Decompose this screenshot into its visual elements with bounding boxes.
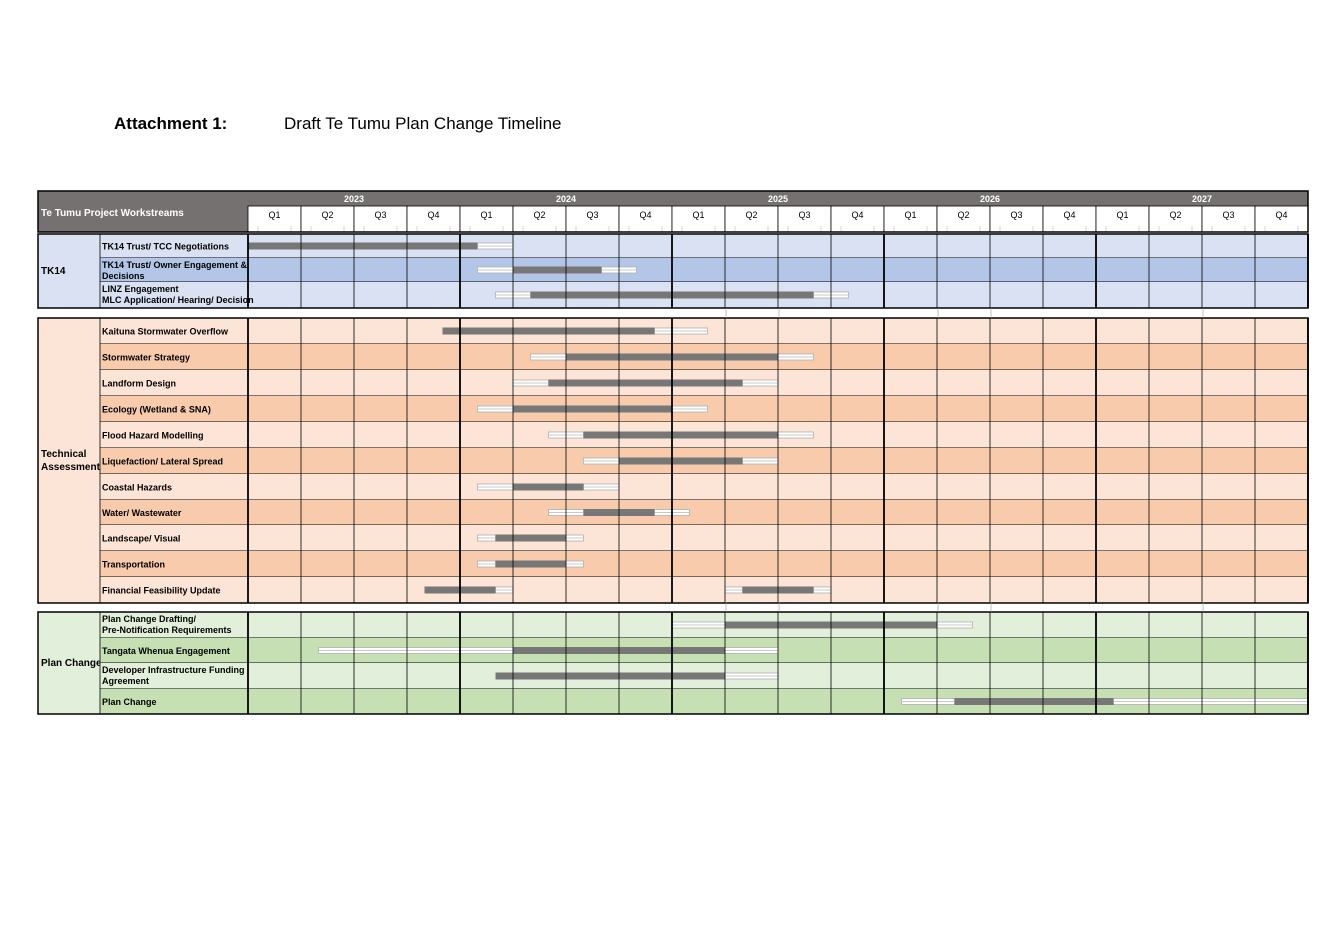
task-label-developer-infrastructure-funding-agreement: Developer Infrastructure Funding [102,665,245,675]
quarter-header-cell [777,205,832,233]
task-label-tk14-trust-owner-engagement-decisions: TK14 Trust/ Owner Engagement & [102,260,248,270]
group-border-tk14 [37,233,1309,309]
task-label-plan-change-drafting-pre-notification-requirements: Pre-Notification Requirements [102,625,232,635]
group-name-technical-assessments: Assessments [41,462,106,473]
quarter-header-2024-q3: Q3 [586,210,598,220]
task-label-plan-change-drafting-pre-notification-requirements: Plan Change Drafting/ [102,614,197,624]
task-row-bg [100,525,1308,551]
task-bar-liquefaction-lateral-spread [619,457,743,465]
header-border [37,190,1309,233]
task-bar-coastal-hazards [513,483,584,491]
quarter-header-cell [459,205,514,233]
year-header-cell [672,191,884,206]
attachment-label: Attachment 1: [114,114,228,133]
task-bar-landform-design [548,379,743,387]
task-bar-developer-infrastructure-funding-agreement [495,672,725,680]
header-corner-cell [38,191,248,232]
document-title: Draft Te Tumu Plan Change Timeline [284,114,562,133]
quarter-header-2025-q4: Q4 [851,210,863,220]
task-label-developer-infrastructure-funding-agreement: Agreement [102,676,149,686]
quarter-header-cell [1042,205,1097,233]
quarter-header-cell [565,205,620,233]
quarter-header-cell [936,205,991,233]
task-label-transportation: Transportation [102,560,165,570]
task-label-financial-feasibility-update: Financial Feasibility Update [102,586,221,596]
quarter-header-cell [247,205,302,233]
quarter-header-2027-q3: Q3 [1222,210,1234,220]
quarter-header-cell [300,205,355,233]
group-border-plan-change [37,611,1309,715]
quarter-header-2024-q1: Q1 [480,210,492,220]
quarter-header-cell [671,205,726,233]
task-label-landscape-visual: Landscape/ Visual [102,534,180,544]
task-label-water-wastewater: Water/ Wastewater [102,508,182,518]
year-header-cell [248,191,460,206]
task-bar-tk14-trust-tcc-negotiations [248,242,478,250]
year-header-cell [884,191,1096,206]
task-label-linz-engagement-mlc-application-hearing-decision: LINZ Engagement [102,284,179,294]
quarter-header-2026-q4: Q4 [1063,210,1075,220]
quarter-header-2023-q3: Q3 [374,210,386,220]
task-label-liquefaction-lateral-spread: Liquefaction/ Lateral Spread [102,457,223,467]
group-name-tk14: TK14 [41,266,66,277]
task-row-bg [100,474,1308,500]
task-row-bg [100,258,1308,282]
task-label-tk14-trust-tcc-negotiations: TK14 Trust/ TCC Negotiations [102,242,229,252]
task-row-bg [100,500,1308,525]
quarter-header-2025-q2: Q2 [745,210,757,220]
group-label-cell-plan-change [38,612,100,714]
quarter-header-2026-q3: Q3 [1010,210,1022,220]
quarter-header-2027-q2: Q2 [1169,210,1181,220]
year-header-2025: 2025 [768,194,788,204]
task-label-flood-hazard-modelling: Flood Hazard Modelling [102,431,204,441]
group-name-plan-change: Plan Change [41,658,102,669]
task-row-bg [100,577,1308,603]
task-bar-transportation [495,560,566,568]
task-label-coastal-hazards: Coastal Hazards [102,483,172,493]
task-label-plan-change: Plan Change [102,697,157,707]
task-bar-kaituna-stormwater-overflow [442,327,655,335]
group-border-technical-assessments [37,317,1309,604]
task-bar-flood-hazard-modelling [583,431,778,439]
header-corner-label: Te Tumu Project Workstreams [41,208,184,219]
group-label-cell-tk14 [38,234,100,308]
task-bar-ecology-wetland-sna- [513,405,672,413]
quarter-header-cell [830,205,885,233]
task-bar-tk14-trust-owner-engagement-decisions [513,266,602,274]
quarter-header-2023-q2: Q2 [321,210,333,220]
quarter-header-cell [883,205,938,233]
task-label-linz-engagement-mlc-application-hearing-decision: MLC Application/ Hearing/ Decision [102,295,254,305]
year-header-2027: 2027 [1192,194,1212,204]
quarter-header-2026-q1: Q1 [904,210,916,220]
quarter-header-2023-q1: Q1 [268,210,280,220]
quarter-header-2027-q1: Q1 [1116,210,1128,220]
task-label-ecology-wetland-sna-: Ecology (Wetland & SNA) [102,405,211,415]
task-label-kaituna-stormwater-overflow: Kaituna Stormwater Overflow [102,327,229,337]
task-label-tk14-trust-owner-engagement-decisions: Decisions [102,271,145,281]
task-row-bg [100,551,1308,577]
quarter-header-2023-q4: Q4 [427,210,439,220]
quarter-header-2027-q4: Q4 [1275,210,1287,220]
group-name-technical-assessments: Technical [41,449,87,460]
year-header-cell [1096,191,1308,206]
year-header-cell [460,191,672,206]
task-bar-landscape-visual [495,534,566,542]
quarter-header-cell [1148,205,1203,233]
year-header-2024: 2024 [556,194,576,204]
quarter-header-cell [989,205,1044,233]
task-label-landform-design: Landform Design [102,379,176,389]
group-label-cell-technical-assessments [38,318,100,603]
quarter-header-2025-q1: Q1 [692,210,704,220]
task-label-stormwater-strategy: Stormwater Strategy [102,353,190,363]
quarter-header-2024-q2: Q2 [533,210,545,220]
quarter-header-2025-q3: Q3 [798,210,810,220]
quarter-header-2026-q2: Q2 [957,210,969,220]
task-bar-plan-change [954,698,1114,705]
quarter-header-2024-q4: Q4 [639,210,651,220]
year-header-2023: 2023 [344,194,364,204]
quarter-header-cell [1201,205,1256,233]
year-header-2026: 2026 [980,194,1000,204]
task-label-tangata-whenua-engagement: Tangata Whenua Engagement [102,646,230,656]
